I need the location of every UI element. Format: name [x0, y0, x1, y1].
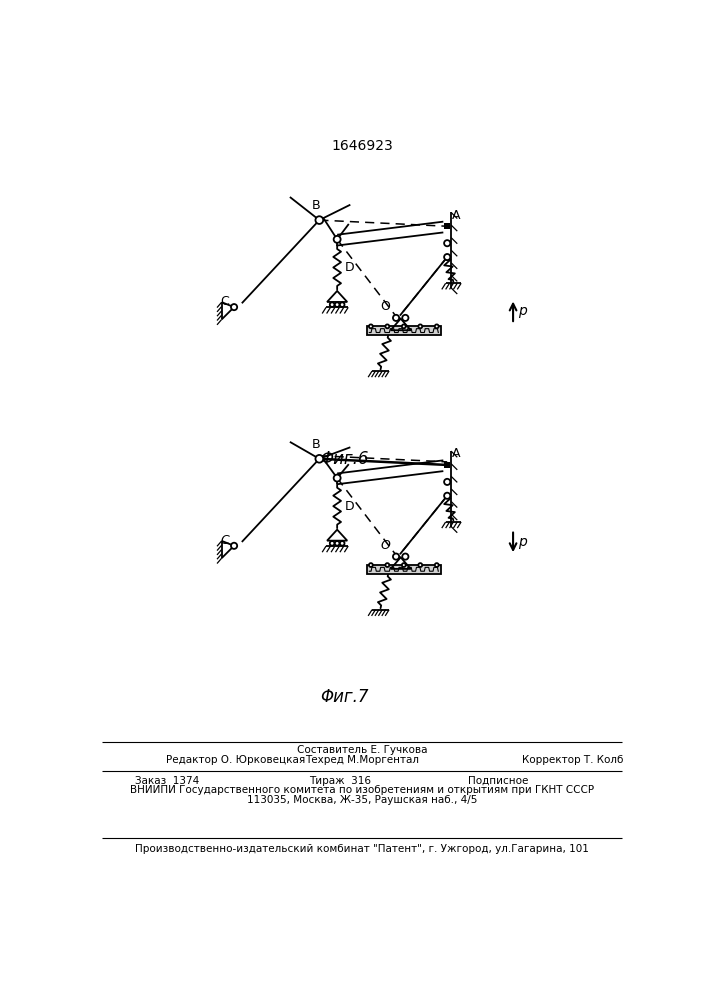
Circle shape: [315, 216, 323, 224]
Text: D: D: [345, 261, 354, 274]
Text: Составитель Е. Гучкова: Составитель Е. Гучкова: [297, 745, 427, 755]
Circle shape: [402, 324, 406, 328]
Text: Заказ  1374: Заказ 1374: [135, 776, 199, 786]
Circle shape: [385, 563, 390, 567]
Circle shape: [369, 563, 373, 567]
Circle shape: [334, 236, 341, 243]
Circle shape: [402, 554, 409, 560]
Polygon shape: [444, 223, 450, 229]
Circle shape: [340, 541, 344, 546]
Text: p: p: [518, 304, 527, 318]
Text: B: B: [312, 438, 320, 451]
Text: p: p: [518, 535, 527, 549]
Circle shape: [402, 563, 406, 567]
Bar: [367, 565, 440, 574]
Text: Техред М.Моргентал: Техред М.Моргентал: [305, 755, 419, 765]
Circle shape: [444, 240, 450, 246]
Text: A: A: [452, 447, 460, 460]
Text: O: O: [380, 539, 390, 552]
Circle shape: [444, 479, 450, 485]
Circle shape: [419, 563, 422, 567]
Text: D: D: [345, 500, 354, 513]
Bar: [367, 326, 440, 335]
Circle shape: [444, 493, 450, 499]
Text: A: A: [452, 209, 460, 222]
Text: 1646923: 1646923: [331, 139, 393, 153]
Circle shape: [419, 324, 422, 328]
Text: Корректор Т. Колб: Корректор Т. Колб: [522, 755, 624, 765]
Circle shape: [369, 324, 373, 328]
Circle shape: [393, 554, 399, 560]
Text: Φиг.7: Φиг.7: [320, 688, 368, 706]
Text: B: B: [312, 199, 320, 212]
Circle shape: [435, 563, 438, 567]
Polygon shape: [444, 462, 450, 468]
Circle shape: [231, 304, 237, 310]
Circle shape: [340, 302, 344, 307]
Circle shape: [329, 541, 334, 546]
Circle shape: [231, 543, 237, 549]
Circle shape: [393, 315, 399, 321]
Text: C: C: [221, 295, 230, 308]
Text: Φиг.6: Φиг.6: [320, 450, 368, 468]
Text: O: O: [380, 300, 390, 313]
Text: 113035, Москва, Ж-35, Раушская наб., 4/5: 113035, Москва, Ж-35, Раушская наб., 4/5: [247, 795, 477, 805]
Circle shape: [435, 324, 438, 328]
Circle shape: [335, 302, 339, 307]
Text: Производственно-издательский комбинат "Патент", г. Ужгород, ул.Гагарина, 101: Производственно-издательский комбинат "П…: [135, 844, 589, 854]
Text: Тираж  316: Тираж 316: [309, 776, 371, 786]
Circle shape: [315, 455, 323, 463]
Circle shape: [385, 324, 390, 328]
Circle shape: [444, 254, 450, 260]
Circle shape: [335, 541, 339, 546]
Text: C: C: [221, 534, 230, 547]
Text: Редактор О. Юрковецкая: Редактор О. Юрковецкая: [166, 755, 305, 765]
Text: ВНИИПИ Государственного комитета по изобретениям и открытиям при ГКНТ СССР: ВНИИПИ Государственного комитета по изоб…: [130, 785, 594, 795]
Circle shape: [329, 302, 334, 307]
Circle shape: [402, 315, 409, 321]
Circle shape: [334, 475, 341, 482]
Text: Подписное: Подписное: [468, 776, 529, 786]
